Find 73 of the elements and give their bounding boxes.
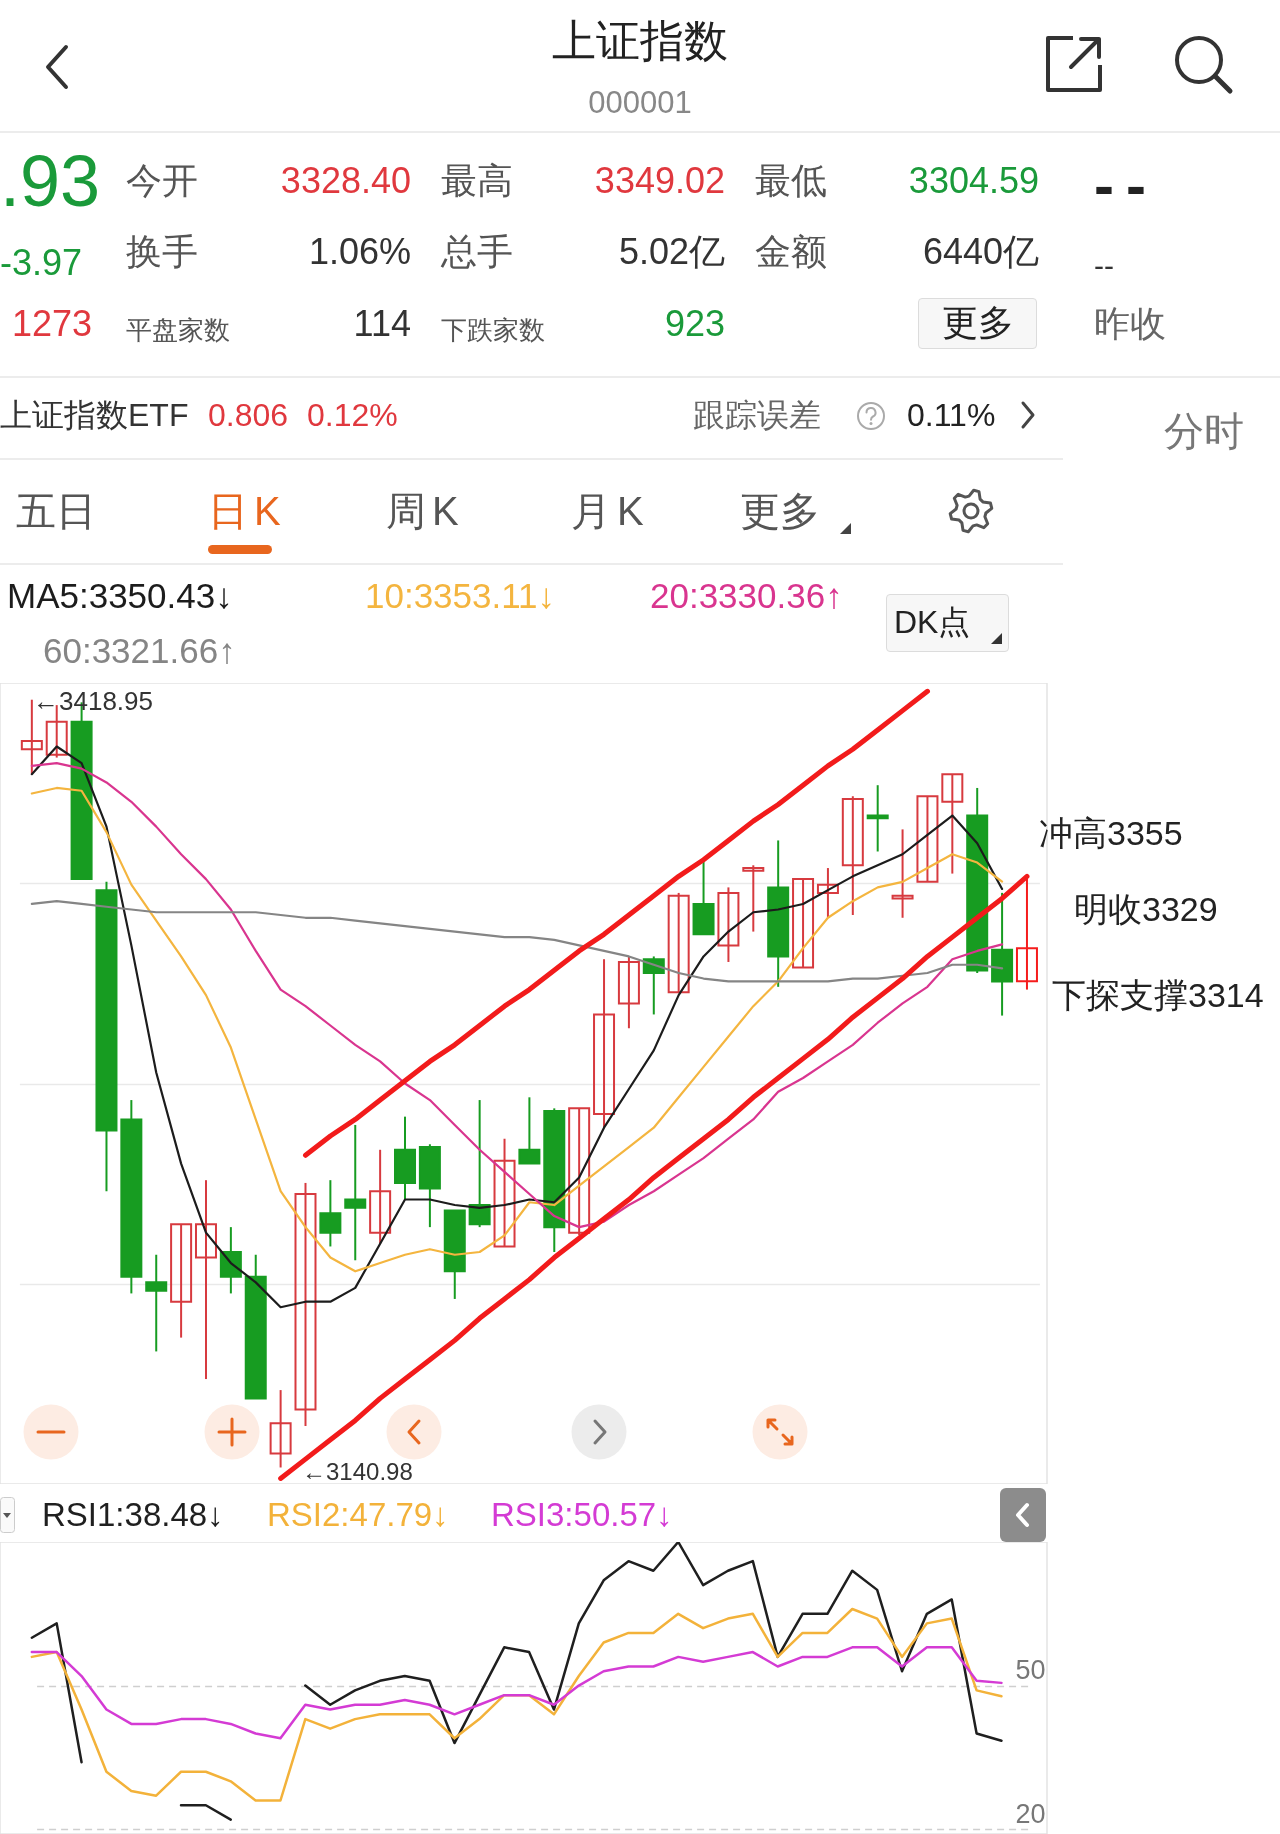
text: 5.02亿 [618,231,725,273]
annotation: ←3140.98 [302,1458,413,1485]
candlestick [891,828,914,919]
candlestick [568,1107,591,1237]
candlestick [941,773,964,875]
candlestick [717,886,740,963]
candlestick [518,1096,541,1165]
text: 923 [664,303,725,345]
text: 昨收 [1094,303,1166,345]
text: 1.06% [308,231,411,273]
text: 下跌家数 [441,315,545,346]
text: 上证指数 [552,15,728,67]
text: 1273 [12,303,93,345]
text: 20:3330.36↑ [650,575,843,617]
text: 0.806 [208,396,289,434]
candlestick [792,878,815,969]
text: 6440亿 [922,231,1039,273]
y-tick-label: 50 [1015,1655,1046,1686]
candlestick [667,891,690,994]
text: 五日 [16,488,96,534]
text: 10:3353.11↓ [365,575,556,617]
text: 3304.59 [908,160,1039,202]
text: 3349.02 [594,160,725,202]
text: 3328.40 [280,160,411,202]
text: 000001 [588,85,692,121]
text: 最高 [441,160,513,202]
candlestick [269,1389,292,1469]
button: 更多 [918,298,1037,349]
text: 114 [353,303,411,345]
text: -3.97 [0,242,83,284]
candlestick [145,1253,168,1353]
text: 平盘家数 [126,315,230,346]
text: 月K [571,488,650,534]
candlestick [742,864,765,933]
candlestick [344,1123,367,1262]
text: 周K [386,488,465,534]
candlestick [170,1223,193,1339]
candlestick [369,1148,392,1245]
text: 分时 [1164,408,1244,454]
candlestick [841,795,864,917]
annotation: 冲高3355 [1039,814,1183,852]
text: RSI2:47.79↓ [267,1496,449,1534]
candlestick [319,1179,342,1248]
text: MA5:3350.43↓ [7,575,233,617]
text: RSI3:50.57↓ [491,1496,673,1534]
text: 0.12% [307,396,398,434]
text: .93 [0,139,101,223]
candlestick [617,955,640,1030]
text: 总手 [441,231,513,273]
text: 明收3329 [1074,890,1218,928]
candlestick [294,1181,317,1427]
candlestick [593,958,616,1129]
y-tick-label: 20 [1015,1798,1046,1829]
text: -- [1094,150,1158,220]
text: 下探支撑3314 [1052,976,1264,1014]
candlestick [493,1137,516,1248]
text: 金额 [755,231,827,273]
text: 今开 [126,160,198,202]
text: RSI1:38.48↓ [42,1496,224,1534]
candlestick [916,795,939,883]
text: -- [1094,248,1114,284]
text: 更多 [740,488,820,534]
text: 0.11% [907,396,996,434]
text: 跟踪误差 [693,396,821,434]
text: 最低 [755,160,827,202]
candlestick [816,867,839,919]
text: 上证指数ETF [0,396,189,434]
button: DK点 [886,594,1009,652]
text: 换手 [126,231,198,273]
text: 60:3321.66↑ [43,630,236,672]
text: 日K [208,488,287,534]
candlestick [194,1179,217,1381]
annotation: ←3418.95 [33,686,153,716]
